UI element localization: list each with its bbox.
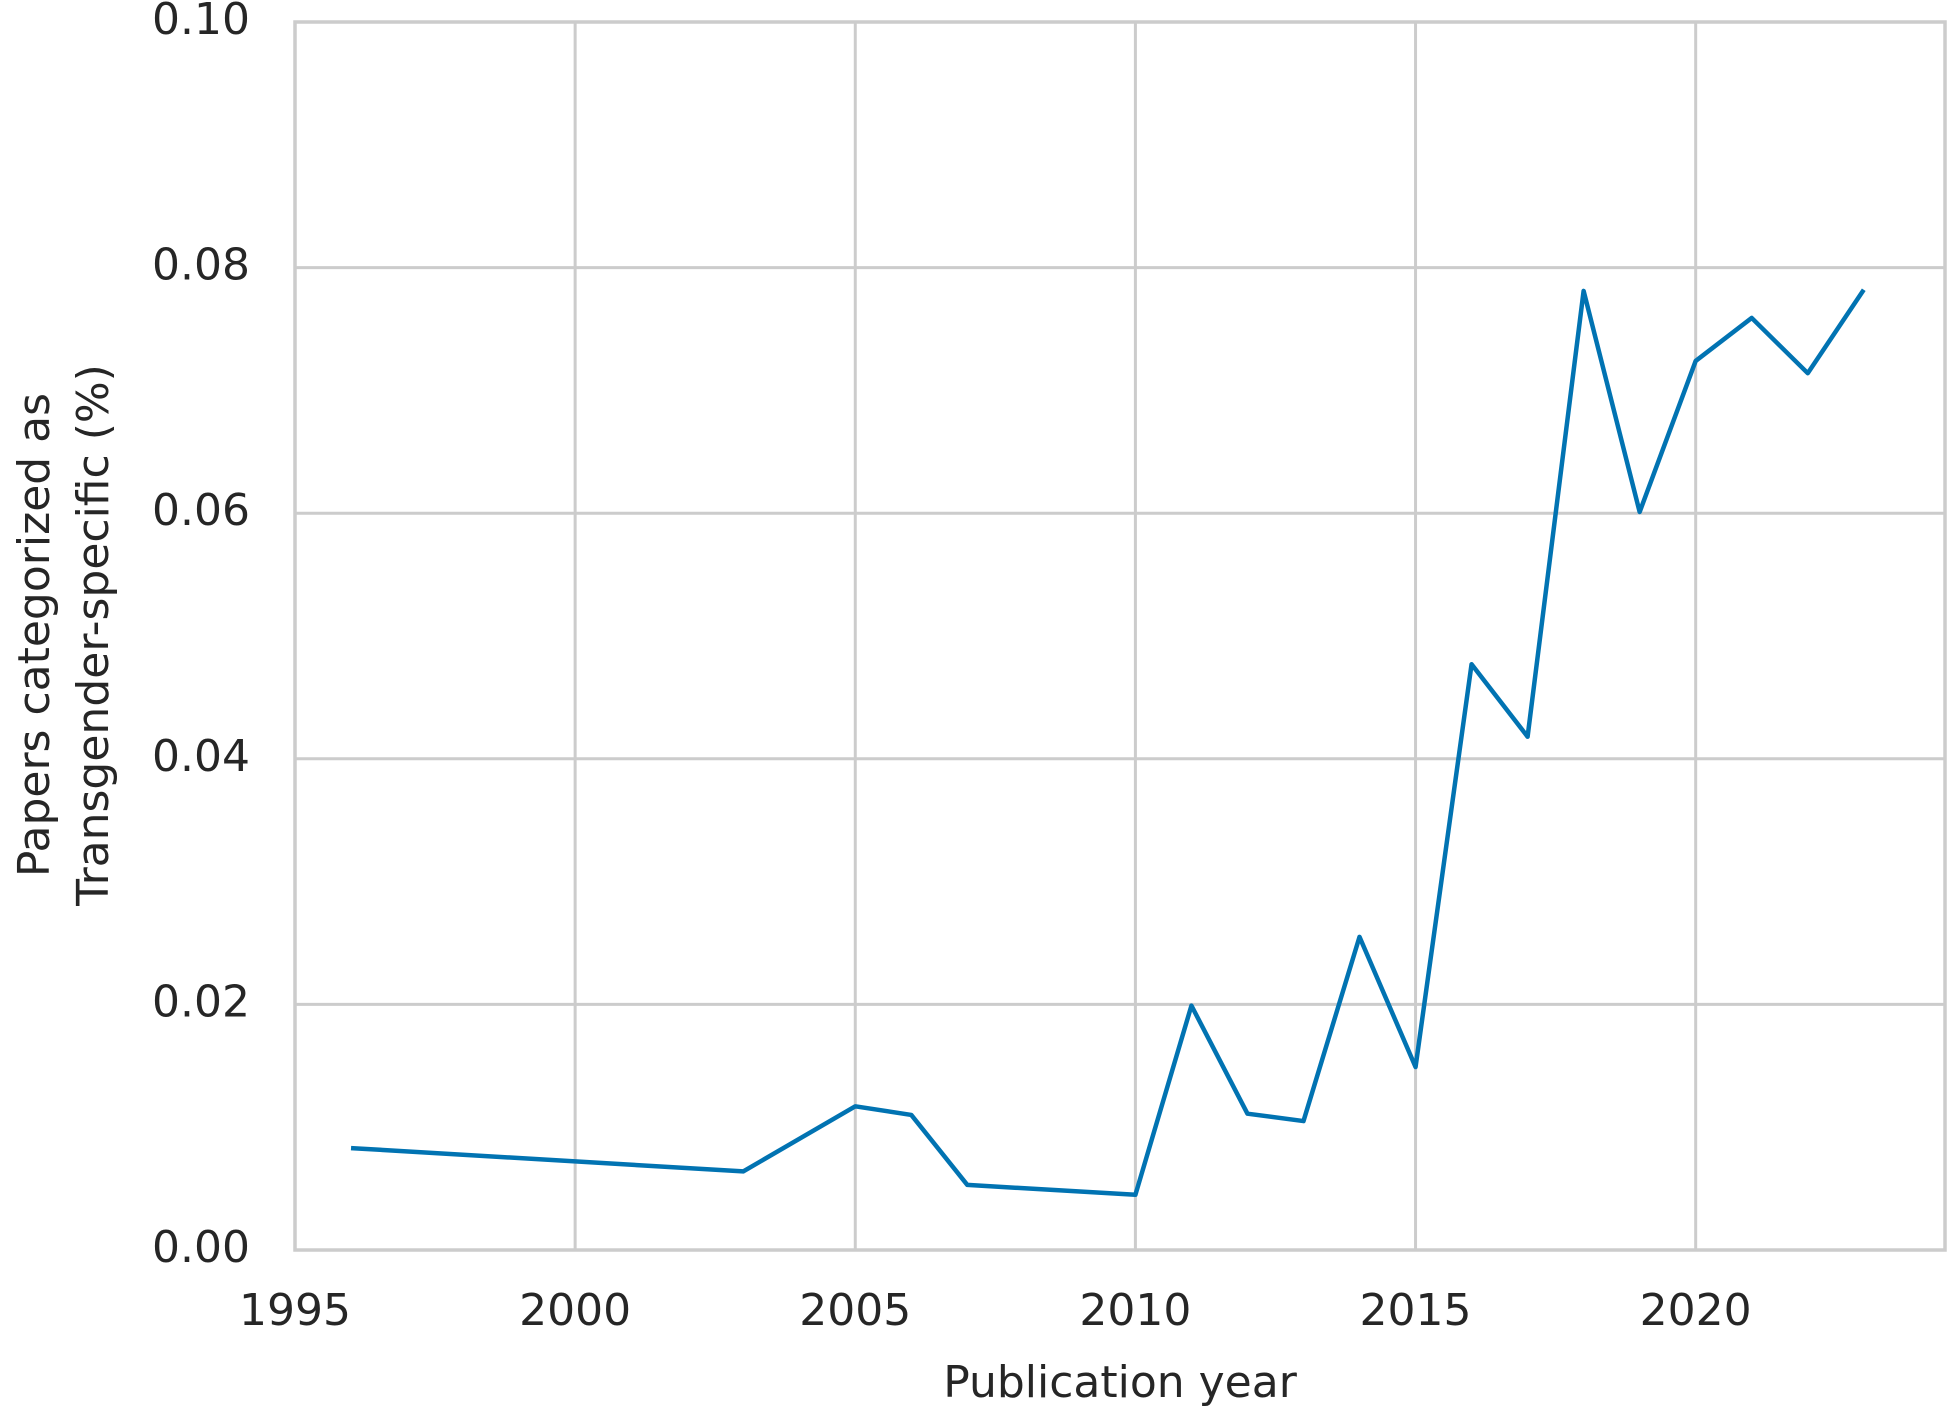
- plot-frame: [293, 20, 1947, 1252]
- x-tick-label: 2005: [799, 1285, 911, 1336]
- y-tick-label: 0.02: [152, 976, 250, 1027]
- y-tick-label: 0.10: [152, 0, 250, 45]
- x-tick-label: 2015: [1360, 1285, 1472, 1336]
- x-tick-label: 1995: [239, 1285, 351, 1336]
- x-tick-label: 2010: [1079, 1285, 1191, 1336]
- y-tick-label: 0.08: [152, 240, 250, 291]
- data-line: [350, 288, 1866, 1197]
- x-tick-label: 2000: [519, 1285, 631, 1336]
- x-axis-label: Publication year: [943, 1357, 1298, 1408]
- y-axis-label: Transgender-specific (%): [68, 364, 119, 907]
- x-tick-label: 2020: [1640, 1285, 1752, 1336]
- y-tick-label: 0.04: [152, 731, 250, 782]
- y-tick-label: 0.00: [152, 1222, 250, 1273]
- y-axis-label: Papers categorized as: [9, 393, 60, 877]
- y-tick-label: 0.06: [152, 485, 250, 536]
